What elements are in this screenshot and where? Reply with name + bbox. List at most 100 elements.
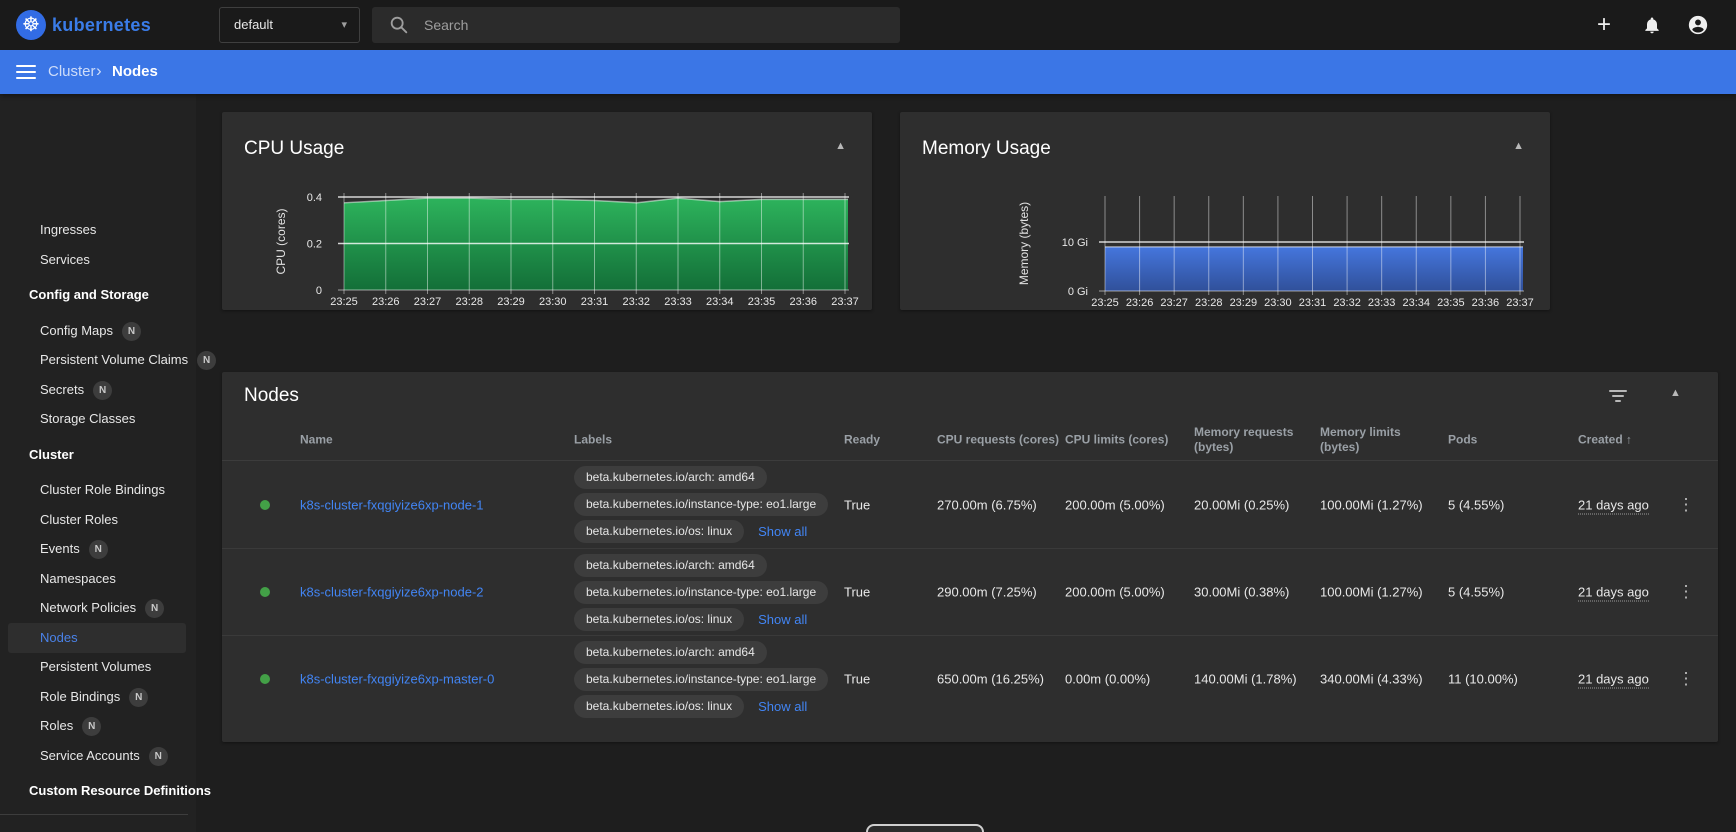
- chevron-right-icon: ›: [96, 61, 102, 80]
- sidebar-item-persistent-volume-claims[interactable]: Persistent Volume Claims N: [8, 345, 217, 375]
- collapse-icon[interactable]: ▲: [1670, 387, 1681, 399]
- row-menu-button[interactable]: ⋮: [1677, 669, 1695, 688]
- column-header-cpu-limits-cores[interactable]: CPU limits (cores): [1065, 433, 1168, 448]
- show-all-link[interactable]: Show all: [758, 524, 808, 539]
- label-chip-line: beta.kubernetes.io/os: linux Show all: [574, 608, 807, 631]
- show-all-link[interactable]: Show all: [758, 699, 808, 714]
- sidebar-item-cluster-role-bindings[interactable]: Cluster Role Bindings: [8, 475, 186, 505]
- node-name-link[interactable]: k8s-cluster-fxqgiyize6xp-master-0: [300, 671, 495, 687]
- row-menu-button[interactable]: ⋮: [1677, 494, 1695, 514]
- column-header-memory-limits-bytes[interactable]: Memory limits (bytes): [1320, 425, 1432, 455]
- node-name-link[interactable]: k8s-cluster-fxqgiyize6xp-node-1: [300, 497, 484, 512]
- svg-text:23:28: 23:28: [1195, 297, 1223, 309]
- label-chip: beta.kubernetes.io/arch: amd64: [574, 554, 767, 577]
- kubernetes-logo-icon[interactable]: ☸: [16, 10, 46, 40]
- sidebar-item-events[interactable]: Events N: [8, 534, 186, 564]
- svg-text:23:37: 23:37: [831, 296, 859, 308]
- sidebar-nav: Ingresses Services Config and Storage Confi…: [0, 94, 217, 832]
- sidebar-item-config-maps[interactable]: Config Maps N: [8, 316, 186, 346]
- page-title: Nodes: [112, 63, 158, 80]
- svg-text:23:32: 23:32: [1333, 297, 1361, 309]
- column-header-labels[interactable]: Labels: [574, 433, 612, 448]
- pods-cell: 11 (10.00%): [1448, 671, 1518, 687]
- sidebar-item-services[interactable]: Services: [8, 245, 186, 275]
- ready-cell: True: [844, 584, 871, 600]
- namespace-selector[interactable]: default ▾: [219, 7, 360, 43]
- menu-icon[interactable]: [16, 65, 36, 79]
- cpu-requests-cell: 290.00m (7.25%): [937, 584, 1037, 600]
- sidebar-item-cluster-roles[interactable]: Cluster Roles: [8, 505, 186, 535]
- sidebar-item-label: Role Bindings: [40, 688, 121, 704]
- new-badge: N: [148, 746, 168, 766]
- sidebar-item-ingresses[interactable]: Ingresses: [8, 215, 186, 245]
- svg-text:23:36: 23:36: [1472, 297, 1500, 309]
- label-chip: beta.kubernetes.io/instance-type: eo1.la…: [574, 493, 829, 516]
- search-input[interactable]: [424, 7, 874, 43]
- sidebar-item-custom-resource-definitions[interactable]: Custom Resource Definitions: [8, 776, 211, 806]
- memory-limits-cell: 100.00Mi (1.27%): [1320, 497, 1423, 512]
- sidebar-item-label: Persistent Volumes: [40, 659, 152, 674]
- sidebar-item-namespaces[interactable]: Namespaces: [8, 564, 186, 594]
- memory-usage-title: Memory Usage: [922, 138, 1051, 159]
- column-header-cpu-requests-cores[interactable]: CPU requests (cores): [937, 433, 1059, 448]
- label-chip: beta.kubernetes.io/instance-type: eo1.la…: [574, 668, 829, 691]
- cpu-usage-title: CPU Usage: [244, 138, 345, 159]
- svg-text:23:25: 23:25: [1091, 297, 1119, 309]
- sidebar-item-role-bindings[interactable]: Role Bindings N: [8, 682, 186, 712]
- column-header-pods[interactable]: Pods: [1448, 433, 1477, 448]
- account-icon[interactable]: [1680, 0, 1716, 50]
- node-status-ok-icon: [260, 587, 270, 597]
- created-value: 21 days ago: [1578, 671, 1649, 689]
- sidebar-item-network-policies[interactable]: Network Policies N: [8, 593, 186, 623]
- sidebar-item-nodes[interactable]: Nodes: [8, 622, 186, 653]
- collapse-icon[interactable]: ▲: [835, 140, 846, 152]
- sidebar-item-roles[interactable]: Roles N: [8, 711, 186, 741]
- svg-text:23:27: 23:27: [414, 296, 442, 308]
- sidebar-item-label: Config and Storage: [29, 287, 149, 302]
- row-menu-button[interactable]: ⋮: [1677, 582, 1695, 601]
- created-value: 21 days ago: [1578, 497, 1649, 514]
- svg-text:23:37: 23:37: [1506, 297, 1534, 309]
- sidebar-item-secrets[interactable]: Secrets N: [8, 375, 186, 405]
- svg-text:23:33: 23:33: [664, 296, 692, 308]
- memory-limits-cell: 100.00Mi (1.27%): [1320, 584, 1423, 600]
- svg-text:Memory (bytes): Memory (bytes): [1017, 202, 1031, 285]
- breadcrumb-cluster[interactable]: Cluster: [48, 63, 96, 80]
- created-cell: 21 days ago: [1578, 584, 1649, 602]
- search-bar[interactable]: [372, 7, 900, 43]
- column-header-label: Ready: [844, 432, 881, 447]
- breadcrumb-bar: Cluster › Nodes: [0, 50, 1736, 94]
- column-header-label: Memory limits (bytes): [1320, 425, 1401, 454]
- top-bar: ☸ kubernetes default ▾ +: [0, 0, 1736, 50]
- dropdown-caret-icon: ▾: [341, 19, 347, 31]
- show-all-link[interactable]: Show all: [758, 612, 808, 627]
- nodes-table-title: Nodes: [244, 385, 299, 406]
- column-header-label: Memory requests (bytes): [1194, 425, 1294, 454]
- label-chip: beta.kubernetes.io/os: linux: [574, 695, 745, 718]
- pods-cell: 5 (4.55%): [1448, 584, 1505, 600]
- filter-icon[interactable]: [1608, 390, 1628, 404]
- sidebar-item-label: Storage Classes: [40, 411, 136, 426]
- created-cell: 21 days ago: [1578, 497, 1649, 514]
- label-chip-line: beta.kubernetes.io/arch: amd64: [574, 466, 767, 489]
- column-header-ready[interactable]: Ready: [844, 433, 880, 448]
- collapse-icon[interactable]: ▲: [1513, 140, 1524, 152]
- sidebar-item-label: Ingresses: [40, 222, 97, 237]
- memory-usage-chart: 0 Gi 10 Gi 23:25 23:26 23:27 23:28 23:29 23:30 2…: [1017, 196, 1534, 309]
- brand-title[interactable]: kubernetes: [52, 15, 152, 35]
- node-name-link[interactable]: k8s-cluster-fxqgiyize6xp-node-2: [300, 584, 484, 600]
- column-header-name[interactable]: Name: [300, 433, 333, 448]
- column-header-memory-requests-bytes[interactable]: Memory requests (bytes): [1194, 425, 1306, 455]
- sidebar-item-storage-classes[interactable]: Storage Classes: [8, 404, 186, 434]
- sidebar-item-persistent-volumes[interactable]: Persistent Volumes: [8, 652, 186, 682]
- column-header-created[interactable]: Created ↑: [1578, 433, 1632, 448]
- label-chip: beta.kubernetes.io/instance-type: eo1.la…: [574, 581, 829, 604]
- label-chip-line: beta.kubernetes.io/instance-type: eo1.la…: [574, 581, 829, 604]
- create-resource-button[interactable]: +: [1596, 11, 1611, 38]
- partial-overflow-element: [866, 824, 984, 832]
- notifications-icon[interactable]: [1634, 0, 1670, 50]
- node-status-ok-icon: [260, 674, 270, 684]
- sidebar-item-service-accounts[interactable]: Service Accounts N: [8, 741, 186, 771]
- cpu-limits-cell: 0.00m (0.00%): [1065, 671, 1151, 687]
